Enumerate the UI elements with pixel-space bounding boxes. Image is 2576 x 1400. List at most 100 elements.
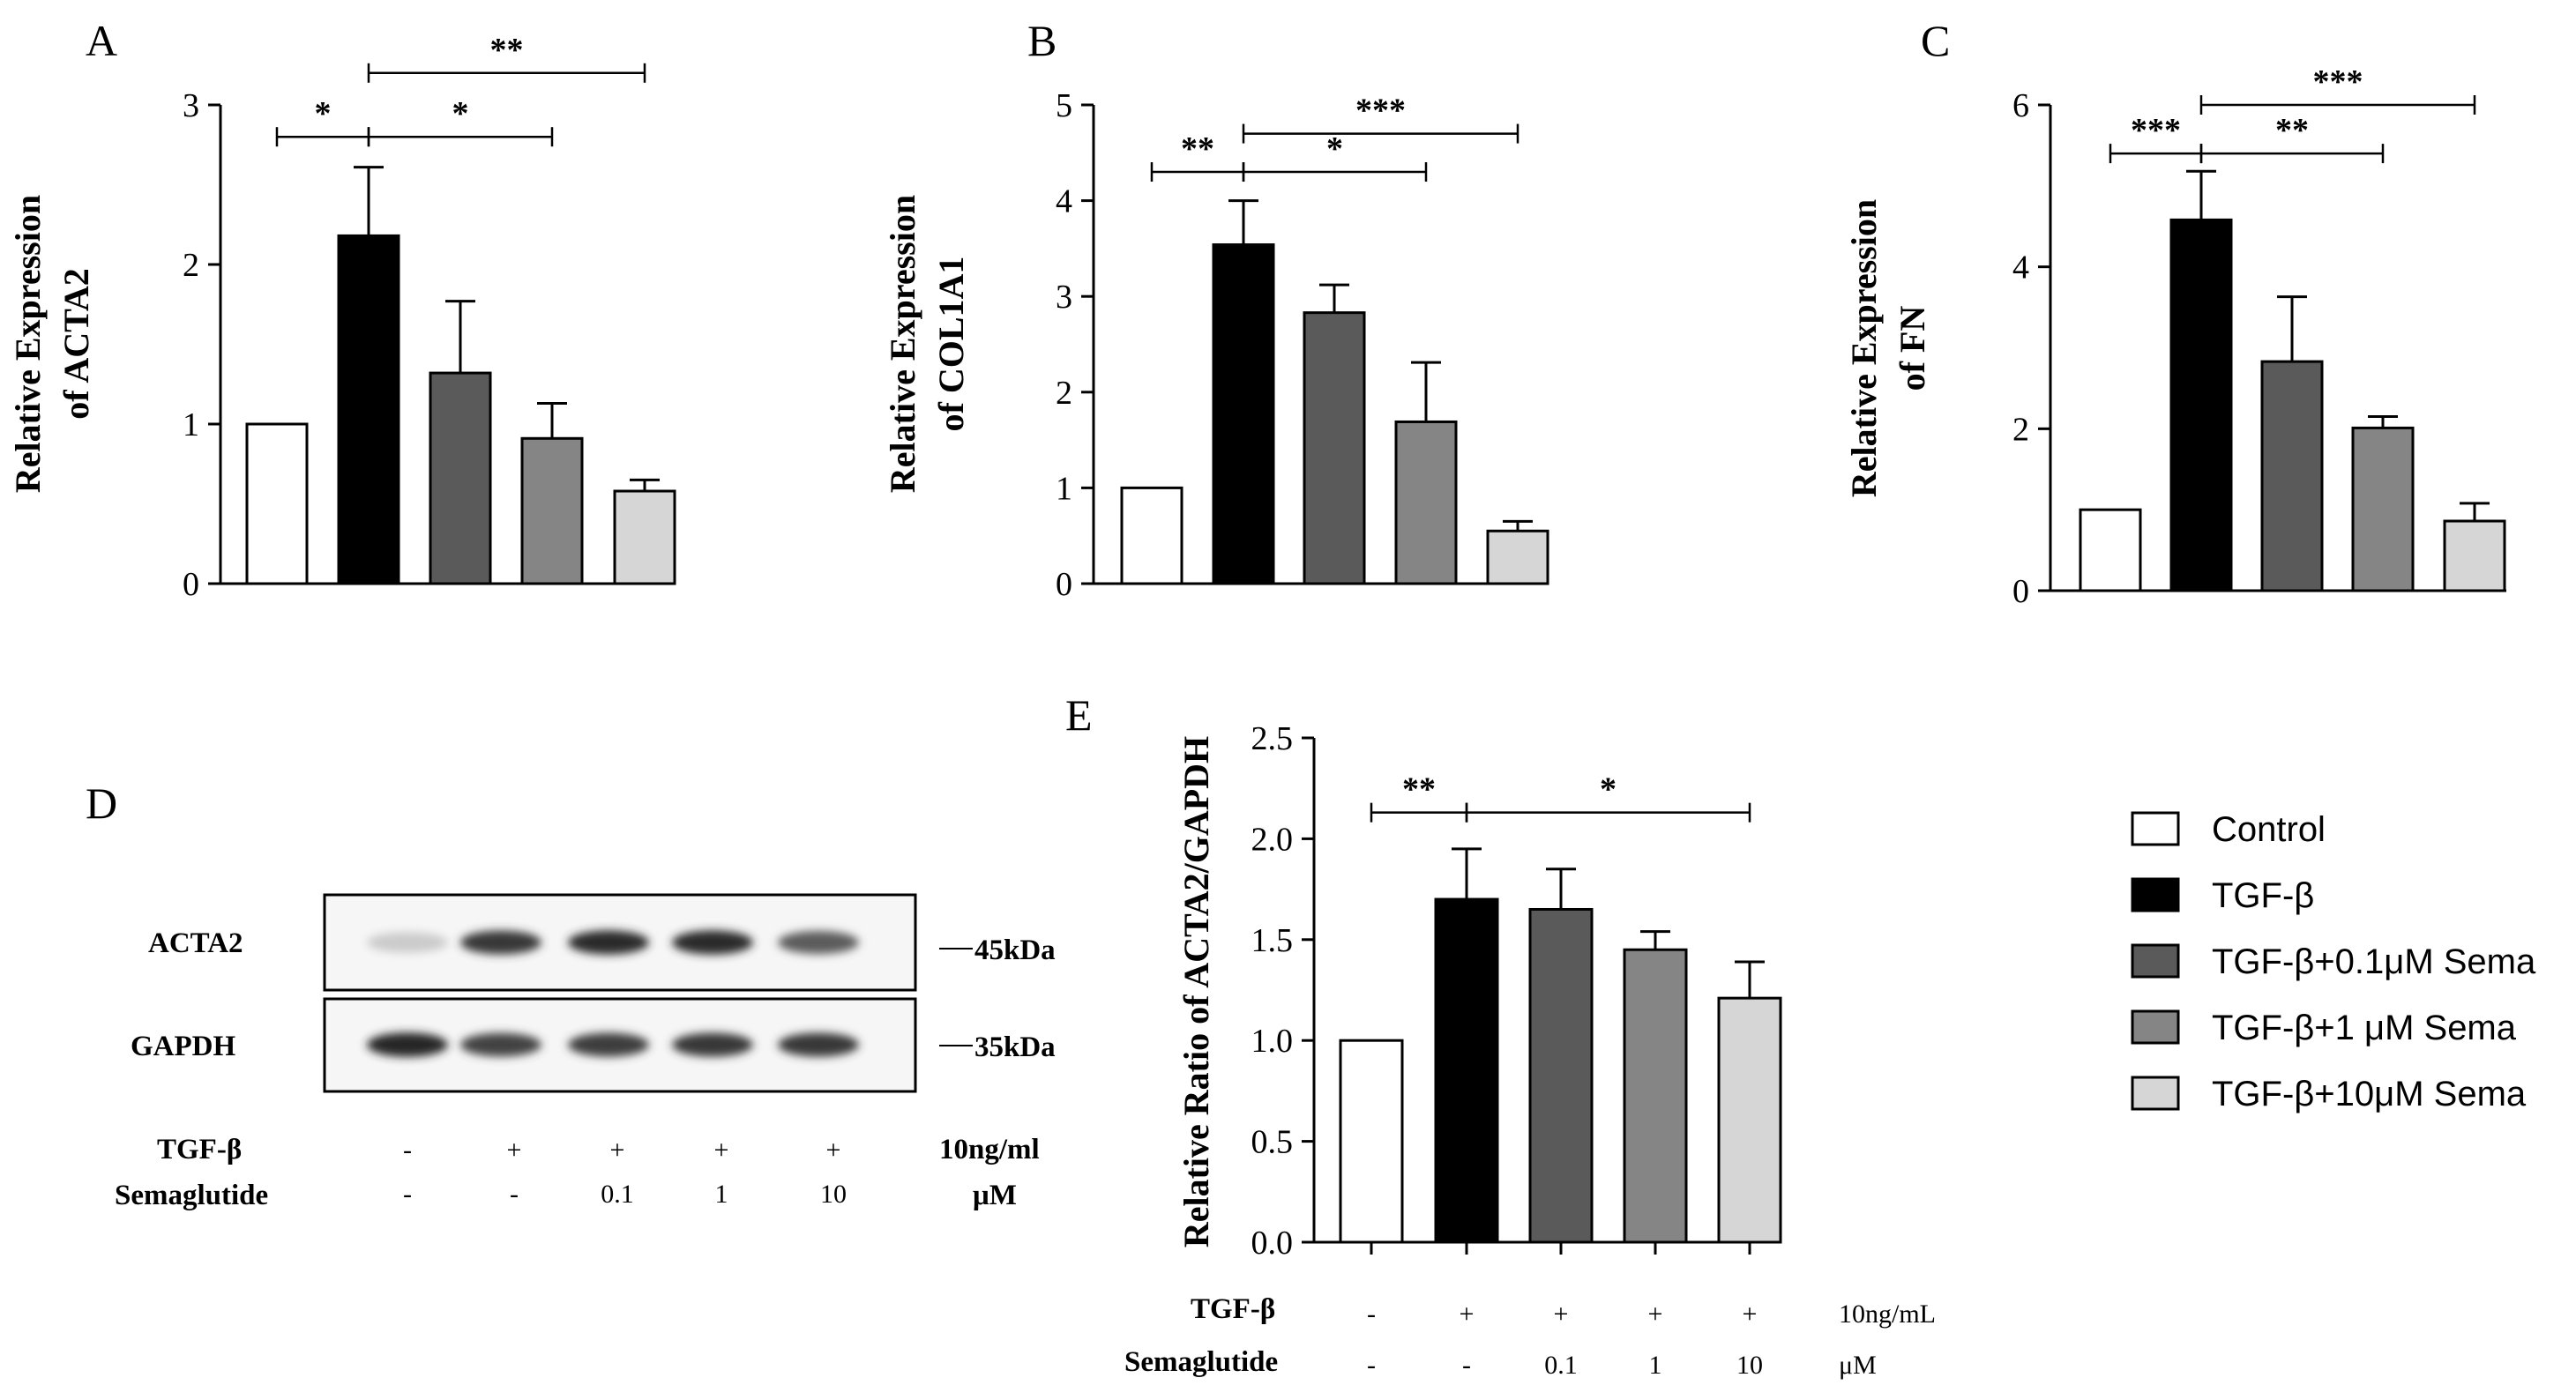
a-bar-2 xyxy=(429,371,492,585)
blot-treatment-value: - xyxy=(510,1180,519,1209)
blot-treatment-label-tgfb: TGF-β xyxy=(157,1134,242,1165)
blot-treatment-value: 1 xyxy=(715,1180,728,1209)
b-bar-0 xyxy=(1120,486,1183,585)
c-y-tick-label: 2 xyxy=(2012,411,2029,448)
e-y-axis-label: Relative Ratio of ACTA2/GAPDH xyxy=(1176,736,1216,1247)
b-bar-2 xyxy=(1303,311,1366,585)
chart-e-layer: 0.00.51.01.52.02.5** *Relative Ratio of A… xyxy=(1176,720,1782,1262)
e-treatment-value: + xyxy=(1554,1299,1569,1329)
legend-label-tgfb: TGF-β xyxy=(2212,876,2314,915)
b-y-tick-label: 3 xyxy=(1056,279,1072,316)
b-bar-1 xyxy=(1212,243,1275,585)
e-bar-1 xyxy=(1434,897,1499,1244)
blot-treatment-value: + xyxy=(610,1136,625,1165)
e-treatment-label-sema: Semaglutide xyxy=(1124,1346,1278,1378)
blot-marker-35kda: 35kDa xyxy=(974,1031,1056,1063)
a-y-axis-label: of ACTA2 xyxy=(56,268,96,419)
blot-treatment-value: + xyxy=(507,1136,522,1165)
a-bar-3 xyxy=(520,436,584,585)
blot-treatment-value: - xyxy=(403,1180,412,1209)
blot-treatment-value: + xyxy=(714,1136,729,1165)
c-y-tick-label: 6 xyxy=(2012,87,2029,124)
a-bar-0 xyxy=(245,422,309,585)
legend-label-sema-0-1: TGF-β+0.1μM Sema xyxy=(2212,942,2536,981)
b-bar-4 xyxy=(1486,529,1549,585)
a-bar-1 xyxy=(337,234,400,585)
e-treatment-value: + xyxy=(1743,1299,1758,1329)
e-y-tick-label: 1.5 xyxy=(1251,922,1294,959)
c-sig-label-2: *** xyxy=(2313,63,2363,101)
a-sig-label-1: * xyxy=(452,95,469,132)
e-treatment-value: - xyxy=(1462,1351,1471,1380)
c-bar-2 xyxy=(2260,360,2324,592)
e-treatment-value: 1 xyxy=(1649,1351,1662,1380)
panel-letter-b: B xyxy=(1027,16,1057,65)
e-treatment-value: 10 xyxy=(1736,1351,1763,1380)
blot-treatment-unit-tgfb: 10ng/ml xyxy=(939,1134,1040,1165)
c-bar-4 xyxy=(2443,519,2506,592)
e-y-tick-label: 2.0 xyxy=(1251,821,1294,858)
legend-item-sema-0-1: TGF-β+0.1μM Sema xyxy=(2131,942,2536,981)
legend-item-sema-1: TGF-β+1 μM Sema xyxy=(2131,1009,2517,1047)
blot-band-acta2-3 xyxy=(672,930,753,955)
e-bar-3 xyxy=(1623,948,1688,1244)
blot-band-gapdh-0 xyxy=(367,1032,448,1057)
e-sig-label-0: ** xyxy=(1402,771,1436,808)
b-y-tick-label: 1 xyxy=(1056,470,1072,507)
a-y-tick-label: 1 xyxy=(183,406,199,443)
b-y-tick-label: 4 xyxy=(1056,183,1072,220)
legend-swatch-sema-0-1 xyxy=(2131,943,2180,979)
a-y-tick-label: 0 xyxy=(183,566,199,603)
blot-band-gapdh-3 xyxy=(672,1032,753,1057)
c-bar-3 xyxy=(2351,426,2415,592)
e-y-tick-label: 0.0 xyxy=(1251,1225,1294,1262)
blot-band-acta2-2 xyxy=(568,930,649,955)
legend-item-tgfb: TGF-β xyxy=(2131,876,2314,915)
blot-treatment-value: 10 xyxy=(820,1180,847,1209)
a-bar-4 xyxy=(613,489,676,585)
panel-letter-c: C xyxy=(1921,16,1950,65)
e-y-tick-label: 0.5 xyxy=(1251,1124,1294,1161)
panel-letter-e: E xyxy=(1065,690,1093,740)
a-y-tick-label: 2 xyxy=(183,247,199,284)
legend-item-control: Control xyxy=(2131,810,2326,849)
blot-band-gapdh-1 xyxy=(460,1032,541,1057)
legend-swatch-control xyxy=(2131,811,2180,846)
b-y-tick-label: 2 xyxy=(1056,375,1072,412)
blot-treatment-value: - xyxy=(403,1136,412,1165)
legend: Control TGF-β TGF-β+0.1μM Sema TGF-β+1 μ… xyxy=(2131,810,2536,1113)
legend-item-sema-10: TGF-β+10μM Sema xyxy=(2131,1075,2527,1113)
b-y-axis-label: of COL1A1 xyxy=(931,257,971,432)
e-bar-4 xyxy=(1717,996,1782,1244)
e-treatment-value: + xyxy=(1648,1299,1663,1329)
blot-treatment-unit-sema: μM xyxy=(973,1180,1017,1211)
e-treatment-values: - + + + + - - 0.1 1 10 xyxy=(1367,1299,1763,1380)
e-treatment-value: - xyxy=(1367,1351,1376,1380)
panel-d: D ACTA2 GAPDH 45kDa 35kDa TGF-β Semaglut… xyxy=(86,778,1056,1211)
e-y-tick-label: 2.5 xyxy=(1251,720,1294,757)
e-treatment-value: + xyxy=(1460,1299,1475,1329)
b-y-axis-label: Relative Expression xyxy=(883,195,922,493)
a-y-tick-label: 3 xyxy=(183,87,199,124)
legend-label-sema-1: TGF-β+1 μM Sema xyxy=(2212,1009,2517,1047)
e-bar-0 xyxy=(1339,1039,1404,1244)
b-bar-3 xyxy=(1394,420,1458,585)
blot-treatment-value: + xyxy=(826,1136,841,1165)
b-sig-label-2: *** xyxy=(1355,93,1406,130)
blot-band-gapdh-2 xyxy=(568,1032,649,1057)
blot-bands xyxy=(367,930,859,1057)
legend-label-sema-10: TGF-β+10μM Sema xyxy=(2212,1075,2527,1113)
e-treatment-label-tgfb: TGF-β xyxy=(1191,1293,1275,1325)
blot-row-label-acta2: ACTA2 xyxy=(148,927,243,959)
a-y-axis-label: Relative Expression xyxy=(8,195,48,493)
e-y-tick-label: 1.0 xyxy=(1251,1023,1294,1060)
c-y-axis-label: of FN xyxy=(1893,306,1932,391)
a-sig-label-2: ** xyxy=(490,32,524,69)
blot-band-acta2-0 xyxy=(367,932,448,953)
